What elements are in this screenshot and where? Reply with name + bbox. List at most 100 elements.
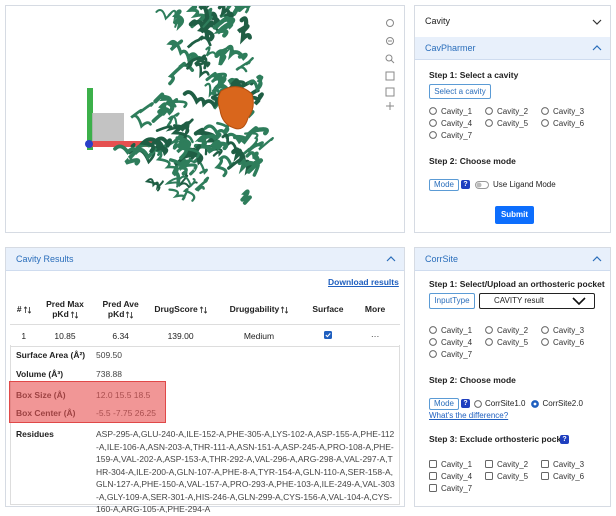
- column-header[interactable]: More: [350, 294, 400, 325]
- radio-icon[interactable]: [485, 338, 493, 346]
- check-icon[interactable]: [485, 460, 493, 468]
- option[interactable]: Cavity_6: [541, 336, 597, 348]
- radio-icon[interactable]: [541, 119, 549, 127]
- viewer-toolbar[interactable]: [383, 18, 397, 128]
- check-icon[interactable]: [429, 484, 437, 492]
- option[interactable]: Cavity_1: [429, 324, 485, 336]
- option[interactable]: Cavity_2: [485, 324, 541, 336]
- column-header[interactable]: Pred Ave pKd: [92, 294, 149, 325]
- option[interactable]: Cavity_6: [541, 117, 597, 129]
- option[interactable]: Cavity_1: [429, 105, 485, 117]
- column-header[interactable]: DrugScore: [148, 294, 213, 325]
- option[interactable]: Cavity_4: [429, 470, 485, 482]
- option[interactable]: Cavity_5: [485, 336, 541, 348]
- select-box[interactable]: CAVITY result: [479, 293, 595, 309]
- radio-icon[interactable]: [485, 107, 493, 115]
- detail-label: Surface Area (Å²): [16, 350, 86, 360]
- sort-icon[interactable]: [23, 306, 31, 314]
- column-header[interactable]: Surface: [305, 294, 351, 325]
- ring: [541, 107, 549, 115]
- column-header[interactable]: Pred Max pKd: [37, 294, 93, 325]
- radio-icon[interactable]: [429, 107, 437, 115]
- radio-icon[interactable]: [485, 326, 493, 334]
- submit-button[interactable]: Submit: [495, 206, 534, 224]
- mode-button[interactable]: Mode: [429, 179, 459, 191]
- option[interactable]: Cavity_5: [485, 117, 541, 129]
- radio-icon[interactable]: [485, 119, 493, 127]
- ribbon: [236, 16, 252, 45]
- dropdown-caret[interactable]: [592, 18, 602, 26]
- ligand-mode-label: Use Ligand Mode: [493, 180, 556, 189]
- option[interactable]: Cavity_1: [429, 458, 485, 470]
- option[interactable]: Cavity_7: [429, 348, 485, 360]
- cell[interactable]: ···: [350, 324, 400, 347]
- mode-button[interactable]: Mode: [429, 398, 459, 410]
- difference-link[interactable]: What's the difference?: [429, 411, 509, 420]
- radio-icon[interactable]: [531, 399, 540, 408]
- option[interactable]: Cavity_2: [485, 105, 541, 117]
- option[interactable]: Cavity_7: [429, 482, 485, 494]
- radio-icon[interactable]: [541, 338, 549, 346]
- option[interactable]: Cavity_2: [485, 458, 541, 470]
- radio-icon[interactable]: [429, 119, 437, 127]
- table-row[interactable]: 1 10.85 6.34 139.00 Medium ···: [10, 324, 400, 347]
- check-icon[interactable]: [485, 472, 493, 480]
- column-header[interactable]: Druggability: [212, 294, 306, 325]
- viewer[interactable]: [5, 5, 405, 233]
- ribbon: [240, 189, 252, 205]
- check-icon[interactable]: [429, 460, 437, 468]
- option[interactable]: Cavity_3: [541, 458, 597, 470]
- ribbon: [173, 133, 191, 160]
- download-link[interactable]: Download results: [328, 277, 399, 287]
- cavpharmer-header[interactable]: CavPharmer: [415, 37, 610, 60]
- radio-icon[interactable]: [429, 350, 437, 358]
- sort-icon[interactable]: [126, 311, 134, 319]
- option[interactable]: CorrSite1.0: [474, 399, 525, 408]
- radio-icon[interactable]: [474, 399, 482, 408]
- check-icon[interactable]: [429, 472, 437, 480]
- help-icon[interactable]: ?: [461, 180, 470, 189]
- corrsite-header[interactable]: CorrSite: [415, 248, 610, 271]
- toggle[interactable]: [475, 181, 489, 189]
- axis-y: [87, 88, 93, 150]
- option-label: Cavity_1: [441, 325, 473, 335]
- ribbon: [155, 9, 179, 28]
- sort-icon[interactable]: [70, 311, 79, 319]
- option[interactable]: Cavity_4: [429, 336, 485, 348]
- radio-icon[interactable]: [429, 326, 437, 334]
- ribbon: [235, 56, 254, 73]
- option[interactable]: Cavity_7: [429, 129, 485, 141]
- option[interactable]: Cavity_3: [541, 324, 597, 336]
- collapse-icon[interactable]: [386, 254, 396, 264]
- option-label: Cavity_7: [441, 349, 473, 359]
- sort-icon[interactable]: [280, 306, 289, 314]
- arrows: [70, 311, 79, 319]
- option[interactable]: Cavity_5: [485, 470, 541, 482]
- column-header[interactable]: #: [10, 294, 38, 325]
- box: [429, 484, 437, 492]
- option[interactable]: Cavity_3: [541, 105, 597, 117]
- option-label: Cavity_7: [441, 130, 473, 140]
- results-header[interactable]: Cavity Results: [6, 248, 404, 271]
- option[interactable]: Cavity_6: [541, 470, 597, 482]
- help-icon[interactable]: ?: [461, 399, 470, 408]
- input-type-button[interactable]: InputType: [429, 293, 475, 309]
- option[interactable]: CorrSite2.0: [531, 399, 583, 408]
- collapse-icon[interactable]: [592, 43, 602, 53]
- radio-icon[interactable]: [541, 107, 549, 115]
- option[interactable]: Cavity_4: [429, 117, 485, 129]
- radio-icon[interactable]: [541, 326, 549, 334]
- check-icon[interactable]: [541, 460, 549, 468]
- radio-icon[interactable]: [429, 338, 437, 346]
- radio-icon[interactable]: [429, 131, 437, 139]
- help-icon[interactable]: ?: [560, 435, 569, 444]
- select-button[interactable]: Select a cavity: [429, 84, 491, 99]
- collapse-icon[interactable]: [592, 254, 602, 264]
- arrows: [126, 311, 134, 319]
- ribbon: [194, 176, 210, 192]
- dropdown[interactable]: Cavity: [425, 16, 451, 26]
- check-icon[interactable]: [541, 472, 549, 480]
- sort-icon[interactable]: [199, 306, 208, 314]
- root: { "results_panel": { "title": "Cavity Re…: [5, 5, 611, 514]
- surface-check[interactable]: [323, 330, 332, 339]
